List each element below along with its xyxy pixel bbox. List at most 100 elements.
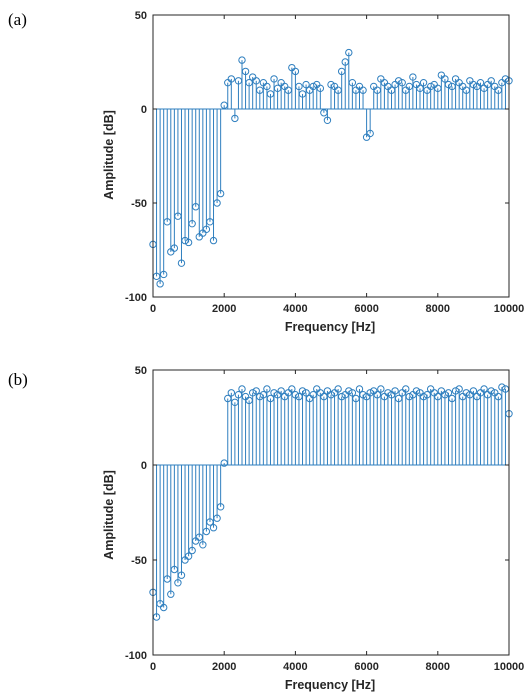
stem-marker bbox=[288, 385, 296, 393]
stem-marker bbox=[345, 48, 353, 57]
stem-marker bbox=[334, 385, 342, 393]
stem-marker bbox=[462, 389, 470, 397]
x-tick-label: 2000 bbox=[212, 303, 236, 315]
stem-marker bbox=[156, 280, 164, 288]
stem-marker bbox=[384, 389, 392, 397]
plot-area-a: 0 2000 4000 6000 8000 10000 -100 -50 0 50 bbox=[125, 10, 524, 315]
stem-marker bbox=[469, 80, 478, 89]
stem-marker bbox=[476, 78, 485, 87]
stem-marker bbox=[302, 80, 310, 89]
stem-marker bbox=[227, 75, 236, 83]
panel-label-b: (b) bbox=[8, 370, 28, 389]
stem-marker bbox=[270, 389, 278, 397]
stem-marker bbox=[391, 387, 399, 395]
stem-marker bbox=[398, 78, 406, 87]
stem-marker bbox=[231, 114, 239, 123]
stem-marker bbox=[327, 80, 335, 89]
stem-marker bbox=[213, 199, 221, 207]
y-tick-label: -50 bbox=[131, 198, 147, 210]
stem-marker bbox=[291, 391, 300, 399]
stem-marker bbox=[444, 80, 453, 89]
axes-box bbox=[152, 369, 510, 656]
x-axis-label-b: Frequency [Hz] bbox=[285, 678, 375, 692]
stem-marker bbox=[216, 189, 225, 198]
stem-marker bbox=[241, 67, 250, 76]
stem-marker bbox=[359, 86, 367, 94]
x-axis-label-a: Frequency [Hz] bbox=[285, 320, 375, 334]
y-tick-label: 50 bbox=[135, 365, 147, 377]
panel-label-a: (a) bbox=[8, 10, 27, 29]
stem-marker bbox=[170, 244, 179, 252]
stem-marker bbox=[469, 387, 478, 395]
axes-box bbox=[152, 14, 510, 298]
stem-marker bbox=[199, 541, 207, 549]
x-tick-label: 10000 bbox=[494, 661, 525, 673]
y-tick-label: 0 bbox=[141, 104, 147, 116]
x-tick-label: 4000 bbox=[283, 661, 307, 673]
stem-marker bbox=[238, 385, 246, 393]
stem-marker bbox=[263, 385, 271, 393]
x-tick-label: 4000 bbox=[283, 303, 307, 315]
y-tick-label: -100 bbox=[125, 292, 147, 304]
y-tick-label: 0 bbox=[141, 460, 147, 472]
stem-marker bbox=[184, 552, 193, 560]
x-tick-label: 0 bbox=[150, 661, 156, 673]
stem-marker bbox=[213, 514, 221, 522]
stem-marker bbox=[184, 238, 193, 247]
plot-area-b: 0 2000 4000 6000 8000 10000 -100 -50 0 50 bbox=[125, 365, 524, 673]
stem-marker bbox=[159, 603, 168, 612]
x-tick-label: 0 bbox=[150, 303, 156, 315]
stem-marker bbox=[409, 73, 417, 81]
stem-marker bbox=[174, 579, 182, 587]
stem-marker bbox=[252, 387, 260, 395]
y-axis-label-a: Amplitude [dB] bbox=[102, 110, 116, 200]
stem-marker bbox=[209, 236, 218, 245]
stem-marker bbox=[202, 225, 211, 234]
stem-marker bbox=[177, 259, 186, 267]
y-tick-label: -100 bbox=[125, 650, 147, 662]
chart-a: 0 2000 4000 6000 8000 10000 -100 -50 0 50 Frequen… bbox=[102, 10, 524, 334]
stem-marker bbox=[394, 77, 403, 85]
stem-marker bbox=[298, 387, 307, 395]
x-tick-label: 2000 bbox=[212, 661, 236, 673]
stem-marker bbox=[348, 78, 357, 87]
stem-marker bbox=[238, 56, 246, 64]
stem-marker bbox=[302, 389, 310, 397]
stem-marker bbox=[316, 84, 325, 93]
stem-marker bbox=[277, 387, 285, 395]
stem-marker bbox=[209, 524, 218, 532]
stem-marker bbox=[487, 387, 495, 395]
stem-marker bbox=[159, 270, 168, 279]
stem-marker bbox=[444, 389, 453, 397]
stem-marker bbox=[412, 387, 421, 395]
stem-marker bbox=[252, 77, 260, 85]
stem-marker bbox=[355, 385, 364, 393]
stem-marker bbox=[366, 129, 374, 138]
stem-marker bbox=[216, 503, 225, 511]
stem-marker bbox=[377, 385, 385, 393]
stem-marker bbox=[323, 116, 332, 124]
stem-marker bbox=[419, 78, 428, 87]
chart-b: 0 2000 4000 6000 8000 10000 -100 -50 0 50 Frequen… bbox=[102, 365, 524, 692]
x-tick-label: 6000 bbox=[354, 661, 378, 673]
x-tick-label: 6000 bbox=[354, 303, 378, 315]
stem-marker bbox=[202, 527, 211, 536]
stem-marker bbox=[402, 385, 410, 393]
stem-marker bbox=[263, 82, 271, 91]
stem-marker bbox=[455, 385, 463, 393]
y-tick-label: -50 bbox=[131, 555, 147, 567]
y-tick-label: 50 bbox=[135, 10, 147, 22]
stem-marker bbox=[345, 387, 353, 395]
x-tick-label: 10000 bbox=[494, 303, 525, 315]
x-tick-label: 8000 bbox=[426, 303, 450, 315]
stem-marker bbox=[348, 389, 357, 397]
stem-marker bbox=[291, 67, 300, 76]
stem-marker bbox=[487, 77, 495, 85]
stem-marker bbox=[177, 571, 186, 579]
stem-marker bbox=[188, 219, 196, 228]
stem-marker bbox=[295, 82, 303, 91]
y-axis-label-b: Amplitude [dB] bbox=[102, 470, 116, 560]
stem-marker bbox=[188, 546, 196, 555]
stem-marker bbox=[441, 75, 449, 83]
stem-marker bbox=[498, 383, 506, 391]
